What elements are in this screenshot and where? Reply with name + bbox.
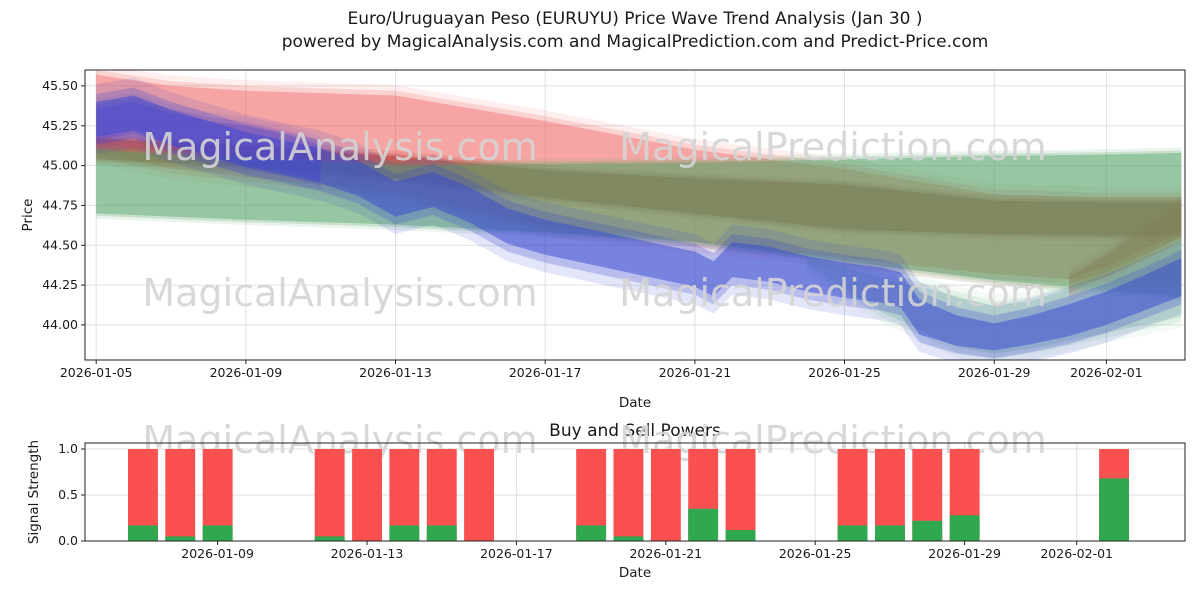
- watermark-text: MagicalAnalysis.com: [142, 125, 537, 169]
- x-tick-label: 2026-01-25: [808, 365, 881, 380]
- signal-bars: [128, 449, 1129, 541]
- plot-border: [84, 69, 1186, 361]
- chart-subtitle: powered by MagicalAnalysis.com and Magic…: [281, 32, 989, 52]
- buy-bar-2026-01-09: [202, 525, 233, 541]
- y-tick-label: 45.00: [42, 158, 78, 173]
- x-tick-label: 2026-01-17: [480, 546, 553, 561]
- x-tick-label: 2026-01-09: [210, 365, 283, 380]
- sell-bar-2026-01-20: [613, 449, 644, 541]
- y-tick-label: 45.25: [42, 118, 78, 133]
- buy-bar-2026-01-12: [314, 536, 345, 541]
- x-tick-label: 2026-01-13: [331, 546, 404, 561]
- sell-tail-band: [1069, 203, 1182, 294]
- buy-bar-2026-01-07: [128, 525, 158, 541]
- y-tick-label: 44.75: [42, 197, 78, 212]
- x-tick-label: 2026-01-05: [60, 365, 133, 380]
- date-axis-label-top: Date: [618, 395, 652, 411]
- trend-bands: [96, 70, 1182, 360]
- chart-title: Euro/Uruguayan Peso (EURUYU) Price Wave …: [347, 9, 923, 29]
- sell-bar-2026-01-21: [650, 449, 681, 541]
- sell-zone-core-band: [96, 138, 1182, 236]
- sell-tail-band: [1069, 195, 1182, 302]
- x-tick-label: 2026-01-29: [928, 546, 1001, 561]
- buy-bar-2026-01-19: [576, 525, 607, 541]
- y-tick-label: 0.5: [58, 487, 78, 502]
- axes-chart-1: 2026-01-09 2026-01-13 2026-01-17 2026-01-21…: [58, 441, 1186, 561]
- y-tick-label: 45.50: [42, 78, 78, 93]
- y-tick-label: 44.00: [42, 317, 78, 332]
- buy-bar-2026-01-22: [688, 508, 719, 541]
- buy-bar-2026-01-23: [725, 530, 756, 541]
- buy-bar-2026-01-14: [389, 525, 420, 541]
- y-tick-label: 44.50: [42, 237, 78, 252]
- sell-bar-2026-01-12: [314, 449, 345, 541]
- x-tick-label: 2026-01-25: [779, 546, 852, 561]
- sell-tail-band: [1069, 199, 1182, 298]
- price-wave-band: [96, 95, 1182, 351]
- x-tick-label: 2026-02-01: [1070, 365, 1143, 380]
- y-tick-label: 44.25: [42, 277, 78, 292]
- y-tick-label: 0.0: [58, 533, 78, 548]
- buy-bar-2026-01-27: [875, 525, 905, 541]
- watermarks-top-chart: MagicalAnalysis.com MagicalPrediction.com…: [142, 125, 1046, 315]
- buy-bar-2026-01-20: [613, 536, 644, 541]
- buy-bar-2026-01-08: [165, 536, 196, 541]
- plot-border: [84, 442, 1186, 542]
- watermark-text: MagicalPrediction.com: [619, 418, 1047, 462]
- sell-bar-2026-01-08: [165, 449, 196, 541]
- x-tick-label: 2026-01-21: [629, 546, 702, 561]
- buy-bar-2026-01-28: [912, 520, 943, 541]
- y-tick-label: 1.0: [58, 441, 78, 456]
- axes-chart-0: 2026-01-05 2026-01-09 2026-01-13 2026-01-17…: [42, 69, 1186, 380]
- buy-bar-2026-01-15: [426, 525, 457, 541]
- watermark-text: MagicalPrediction.com: [619, 125, 1047, 169]
- x-tick-label: 2026-01-17: [509, 365, 582, 380]
- x-tick-label: 2026-01-29: [958, 365, 1031, 380]
- watermark-text: MagicalAnalysis.com: [142, 271, 537, 315]
- bar-chart-title: Buy and Sell Powers: [549, 421, 721, 441]
- date-axis-label-bottom: Date: [618, 565, 652, 581]
- x-tick-label: 2026-01-13: [359, 365, 432, 380]
- buy-bar-2026-01-26: [837, 525, 868, 541]
- x-tick-label: 2026-01-21: [659, 365, 732, 380]
- buy-bar-2026-01-29: [949, 515, 980, 541]
- sell-bar-2026-01-13: [352, 449, 382, 541]
- sell-bar-2026-01-16: [464, 449, 494, 541]
- watermark-text: MagicalPrediction.com: [619, 271, 1047, 315]
- x-tick-label: 2026-01-09: [181, 546, 254, 561]
- x-tick-label: 2026-02-01: [1040, 546, 1113, 561]
- buy-bar-2026-02-02: [1099, 478, 1129, 541]
- sell-bar-2026-01-23: [725, 449, 756, 541]
